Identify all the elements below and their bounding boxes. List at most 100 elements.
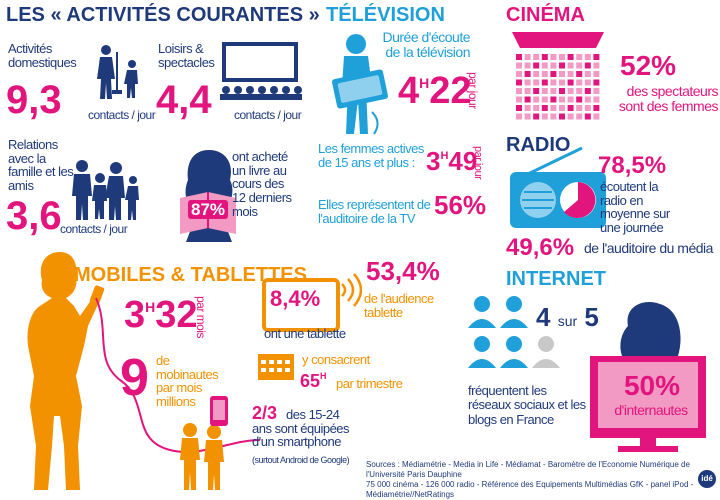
cinema-seat: [576, 113, 583, 120]
cinema-seat: [533, 62, 540, 69]
tv-duree-value: 4H22: [398, 72, 472, 110]
tablette-label: ont une tablette: [264, 326, 346, 341]
internet-ratio-a: 4: [536, 302, 551, 332]
cinema-seat: [559, 88, 565, 94]
calendar-icon: [258, 354, 294, 380]
television-title: TÉLÉVISION: [326, 4, 445, 26]
woman-computer-screen-icon: [590, 302, 706, 452]
cinema-seat: [584, 79, 591, 86]
family-cleaning-icon: [97, 45, 138, 99]
cinema-seat: [516, 54, 522, 60]
tv-auditoire-value: 56%: [434, 190, 487, 220]
cinema-seat: [516, 113, 522, 120]
cinema-seat: [584, 88, 591, 94]
cinema-seat: [533, 105, 540, 111]
cinema-seat: [516, 88, 522, 94]
mobinautes-label: de mobinautes par mois: [156, 353, 219, 396]
cinema-seat: [567, 88, 574, 94]
tablet-frame-icon: [262, 278, 340, 332]
domestiques-value: 9,3: [6, 78, 62, 122]
tv-duree-unit: par jour: [466, 72, 480, 109]
cinema-seat: [567, 71, 574, 77]
people-icons-4-of-5: [468, 296, 560, 368]
tv-actives-h-sup: H: [440, 150, 449, 162]
cinema-seat: [550, 62, 557, 69]
cinema-seat: [524, 88, 531, 94]
cinema-seat: [550, 79, 557, 86]
cinema-seat: [533, 71, 540, 77]
cinema-seat: [584, 105, 591, 111]
cinema-seat: [541, 88, 548, 94]
mobiles-duree-h-sup: H: [145, 299, 156, 315]
mobiles-duree-unit: par mois: [194, 296, 208, 339]
cinema-seat: [584, 71, 591, 77]
tv-duree-label: Durée d'écoute de la télévision: [382, 29, 470, 61]
cinema-seat: [524, 96, 531, 103]
cinema-seat: [541, 62, 548, 69]
cinema-seat: [533, 79, 540, 86]
audience-value: 53,4%: [366, 256, 440, 286]
cinema-seat: [516, 79, 522, 86]
internet-ratio: 4 sur 5: [536, 304, 599, 330]
cinema-seat: [567, 62, 574, 69]
cinema-seat: [533, 88, 540, 94]
cinema-seat: [533, 54, 540, 60]
radio-ecoute-value: 78,5%: [598, 152, 667, 179]
consacrent-hours: 65: [300, 371, 321, 391]
cinema-seat: [550, 88, 557, 94]
cinema-seat: [567, 105, 574, 111]
cinema-seat: [516, 96, 522, 103]
cinema-seat: [584, 113, 591, 120]
cinema-seat: [550, 71, 557, 77]
cinema-seat: [516, 105, 522, 111]
cinema-seat: [541, 79, 548, 86]
sources-line2: 75 000 cinéma - 126 000 radio - Référenc…: [366, 480, 694, 499]
cinema-seat: [550, 54, 557, 60]
cinema-seat: [550, 105, 557, 111]
sources: Sources : Médiamétrie - Media in Life - …: [366, 460, 700, 500]
cinema-seat: [559, 71, 565, 77]
cinema-seat: [524, 105, 531, 111]
cinema-seat: [576, 88, 583, 94]
cinema-seat: [593, 113, 600, 120]
cinema-seat: [593, 71, 600, 77]
cinema-seat: [584, 62, 591, 69]
loisirs-value: 4,4: [156, 78, 212, 122]
cinema-seat: [593, 79, 600, 86]
cinema-seat: [593, 62, 600, 69]
consacrent-label: y consacrent: [302, 352, 370, 367]
mobiles-duree-value: 3H32: [124, 296, 198, 334]
cinema-seat: [567, 113, 574, 120]
cinema-theater-icon: [220, 42, 302, 100]
radio-title: RADIO: [506, 134, 571, 156]
cinema-seat: [524, 71, 531, 77]
mobiles-title: MOBILES & TABLETTES: [74, 264, 307, 286]
consacrent-unit: par trimestre: [336, 376, 403, 391]
radio-ecoute-label: écoutent la radio en moyenne sur une jou…: [600, 179, 670, 235]
smartphone-note: (surtout Android de Google): [252, 455, 350, 465]
tv-actives-value: 3H49: [426, 148, 477, 174]
cinema-seat: [567, 54, 574, 60]
internet-title: INTERNET: [506, 268, 606, 290]
two-girls-smartphone-icon: [180, 396, 228, 490]
reading-woman-icon: [180, 150, 236, 242]
tablette-value: 8,4%: [270, 286, 321, 311]
tv-actives-minutes: 49: [448, 146, 478, 176]
loisirs-label: Loisirs & spectacles: [158, 41, 215, 70]
internet-label: fréquentent les réseaux sociaux et les b…: [468, 383, 586, 427]
woman-tv-icon: [332, 34, 388, 135]
cinema-screen-icon: [512, 32, 604, 120]
cinema-seat: [576, 54, 583, 60]
cinema-value: 52%: [620, 50, 677, 81]
cinema-seat: [516, 71, 522, 77]
cinema-seat: [576, 62, 583, 69]
cinema-title: CINÉMA: [506, 4, 585, 26]
cinema-seat: [524, 54, 531, 60]
audience-label: de l'audience tablette: [364, 291, 434, 321]
tv-actives-unit: par jour: [472, 146, 484, 180]
internet-ratio-b: 5: [584, 302, 599, 332]
cinema-seat: [576, 71, 583, 77]
cinema-seat: [593, 105, 600, 111]
radio-auditoire-label: de l'auditoire du média: [584, 240, 713, 256]
cinema-seat: [559, 62, 565, 69]
